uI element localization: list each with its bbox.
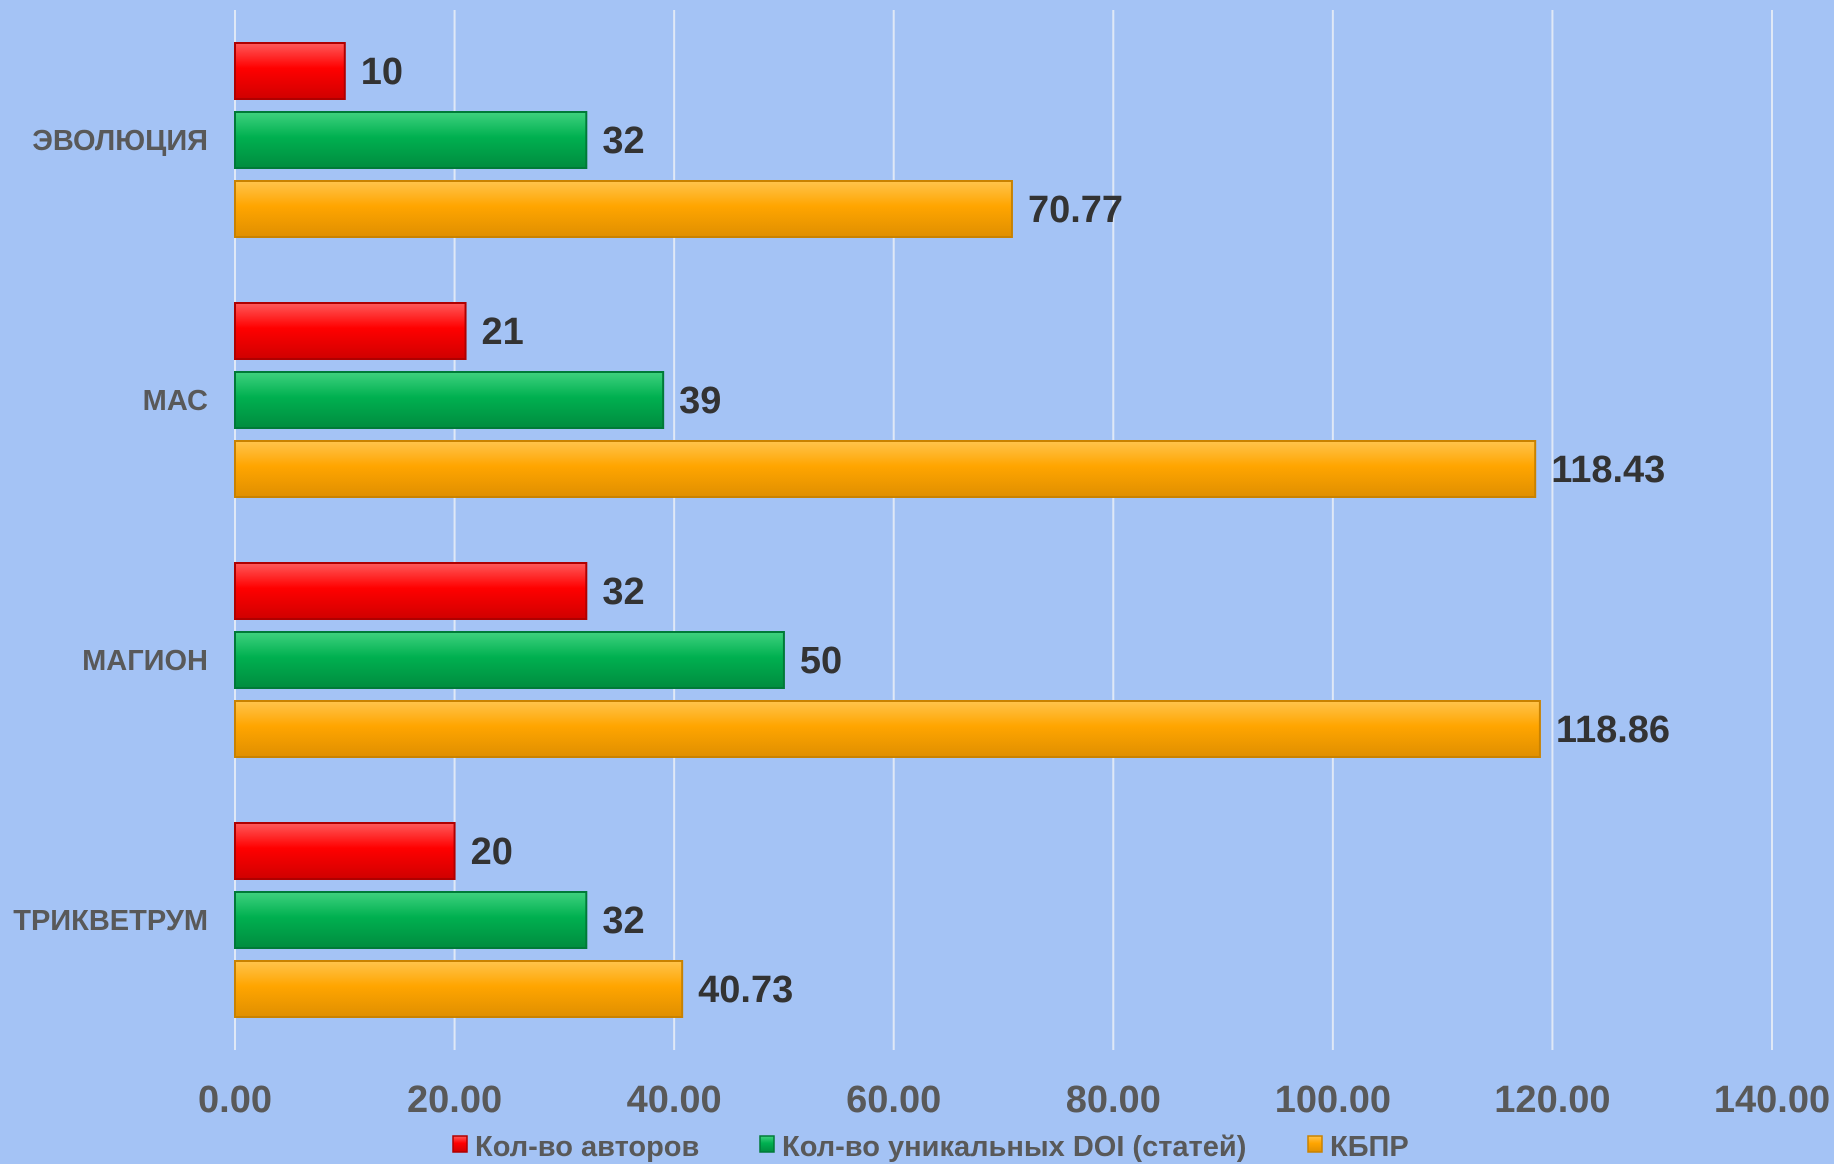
legend-label: Кол-во уникальных DOI (статей): [782, 1131, 1246, 1163]
legend-label: КБПР: [1330, 1131, 1409, 1163]
category-label: МАГИОН: [82, 645, 208, 677]
bar: [234, 631, 785, 689]
x-axis-ticks: 0.00 20.00 40.00 60.00 80.00 100.00 120.00 140.…: [198, 1079, 1830, 1121]
data-label: 20: [471, 831, 513, 873]
legend-label: Кол-во авторов: [475, 1131, 699, 1163]
legend-swatch: [759, 1135, 775, 1153]
data-label: 32: [602, 900, 644, 942]
category-labels: ЭВОЛЮЦИЯ МАС МАГИОН ТРИКВЕТРУМ: [13, 125, 208, 937]
bar: [234, 371, 665, 429]
data-label: 32: [602, 120, 644, 162]
data-label: 50: [800, 640, 842, 682]
category-label: ЭВОЛЮЦИЯ: [32, 125, 208, 157]
bar: [234, 700, 1541, 758]
bar: [234, 822, 456, 880]
data-label: 39: [679, 380, 721, 422]
bar: [234, 562, 588, 620]
x-tick-label: 60.00: [846, 1079, 941, 1121]
data-label: 40.73: [698, 969, 793, 1011]
x-tick-label: 20.00: [407, 1079, 502, 1121]
data-label: 118.43: [1551, 449, 1665, 491]
legend: Кол-во авторов Кол-во уникальных DOI (ста…: [452, 1131, 1409, 1163]
data-label: 32: [602, 571, 644, 613]
category-label: МАС: [143, 385, 208, 417]
category-label: ТРИКВЕТРУМ: [13, 905, 208, 937]
x-tick-label: 100.00: [1275, 1079, 1391, 1121]
bars: [234, 42, 1541, 1018]
bar: [234, 302, 467, 360]
legend-swatch: [1307, 1135, 1323, 1153]
bar: [234, 111, 588, 169]
data-label: 70.77: [1028, 189, 1123, 231]
bar: [234, 440, 1537, 498]
data-labels: 10 32 70.77 21 39 118.43 32 50 118.86 20 32 40.73: [361, 51, 1670, 1011]
x-tick-label: 120.00: [1494, 1079, 1610, 1121]
bar: [234, 891, 588, 949]
bar: [234, 180, 1013, 238]
bar: [234, 42, 346, 100]
x-tick-label: 140.00: [1714, 1079, 1830, 1121]
data-label: 118.86: [1556, 709, 1670, 751]
data-label: 21: [482, 311, 524, 353]
bar: [234, 960, 684, 1018]
data-label: 10: [361, 51, 403, 93]
x-tick-label: 80.00: [1066, 1079, 1161, 1121]
x-tick-label: 0.00: [198, 1079, 272, 1121]
x-tick-label: 40.00: [627, 1079, 722, 1121]
legend-swatch: [452, 1135, 468, 1153]
